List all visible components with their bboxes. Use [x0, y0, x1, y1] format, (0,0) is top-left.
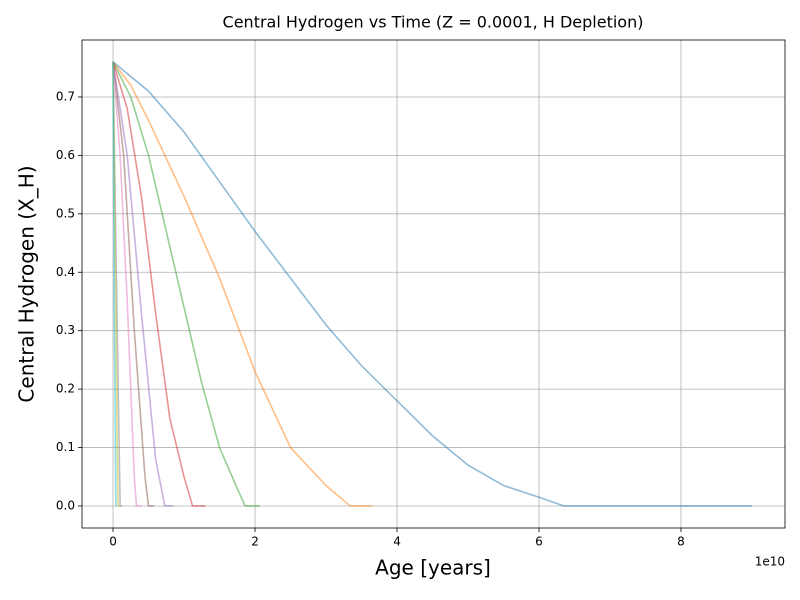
series-line: [112, 61, 206, 507]
series-line: [112, 61, 373, 507]
x-tick-label: 4: [393, 535, 401, 549]
x-tick-label: 2: [251, 535, 259, 549]
y-tick-label: 0.5: [56, 206, 75, 220]
series-line: [112, 61, 260, 507]
series-line: [112, 61, 174, 507]
y-tick-label: 0.1: [56, 440, 75, 454]
y-tick-label: 0.2: [56, 382, 75, 396]
series-line: [112, 61, 142, 507]
series-line: [112, 61, 752, 507]
x-offset-label: 1e10: [755, 555, 785, 569]
y-axis-label: Central Hydrogen (X_H): [15, 165, 39, 402]
y-tick-label: 0.4: [56, 265, 75, 279]
x-tick-label: 8: [677, 535, 685, 549]
plot-frame: [81, 39, 786, 529]
chart-title: Central Hydrogen vs Time (Z = 0.0001, H …: [223, 13, 644, 32]
y-tick-label: 0.3: [56, 323, 75, 337]
series-line: [112, 61, 117, 507]
series-line: [112, 61, 155, 507]
x-tick-label: 6: [535, 535, 543, 549]
x-tick-label: 0: [109, 535, 117, 549]
x-axis-label: Age [years]: [375, 556, 491, 580]
y-tick-label: 0.6: [56, 148, 75, 162]
y-tick-label: 0.0: [56, 498, 75, 512]
y-tick-label: 0.7: [56, 89, 75, 103]
